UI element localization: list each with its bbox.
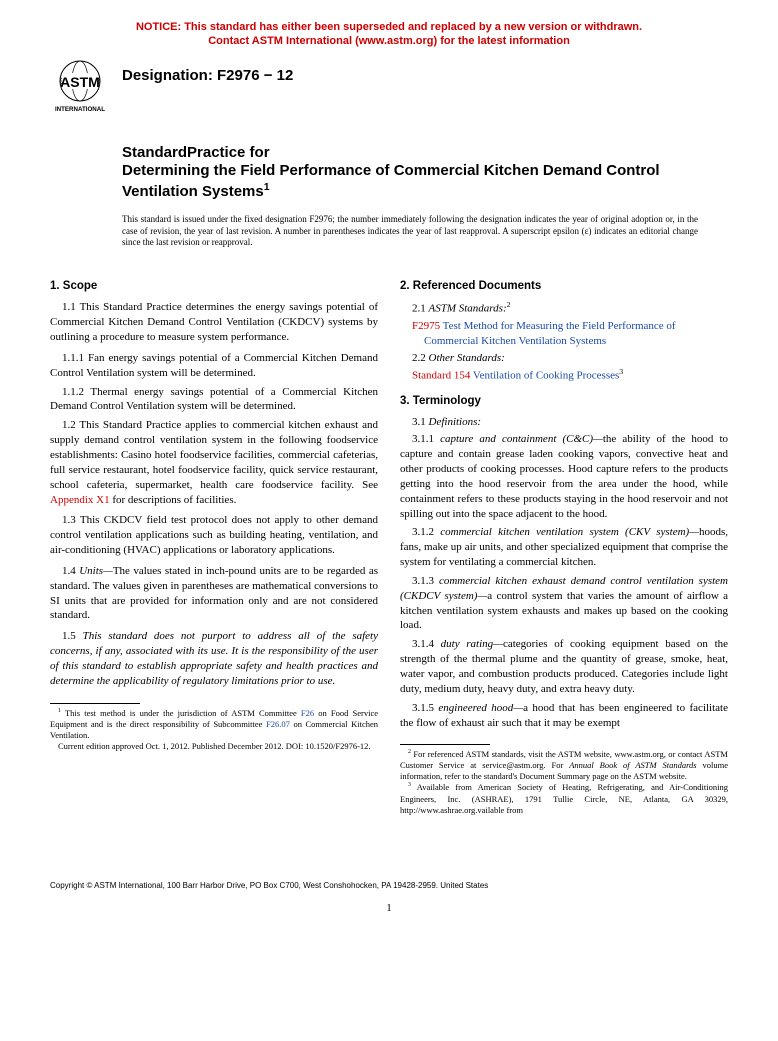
para-1-1: 1.1 This Standard Practice determines th… xyxy=(50,300,378,345)
title-block: StandardPractice for Determining the Fie… xyxy=(122,144,708,202)
left-column: 1. Scope 1.1 This Standard Practice dete… xyxy=(50,277,378,816)
std154-link[interactable]: Standard 154 xyxy=(412,370,470,382)
document-page: NOTICE: This standard has either been su… xyxy=(0,0,778,936)
appendix-link[interactable]: Appendix X1 xyxy=(50,494,110,506)
title-line2: Determining the Field Performance of Com… xyxy=(122,162,708,202)
astm-logo: ASTM INTERNATIONAL xyxy=(50,59,110,114)
page-number: 1 xyxy=(50,902,728,914)
logo-text-top: ASTM xyxy=(60,74,100,90)
footnote-1: 1 This test method is under the jurisdic… xyxy=(50,708,378,741)
notice-line2: Contact ASTM International (www.astm.org… xyxy=(208,35,570,47)
para-1-1-1: 1.1.1 Fan energy savings potential of a … xyxy=(50,351,378,381)
para-1-5: 1.5 This standard does not purport to ad… xyxy=(50,629,378,688)
def-3-1-5: 3.1.5 engineered hood—a hood that has be… xyxy=(400,701,728,731)
notice-line1: NOTICE: This standard has either been su… xyxy=(136,21,642,33)
para-1-4: 1.4 Units—The values stated in inch-poun… xyxy=(50,564,378,623)
footnote-rule-left xyxy=(50,703,140,704)
ref-f2975: F2975 Test Method for Measuring the Fiel… xyxy=(400,319,728,349)
committee-f26-link[interactable]: F26 xyxy=(301,708,314,718)
def-3-1-4: 3.1.4 duty rating—categories of cooking … xyxy=(400,637,728,696)
ref-2-2: 2.2 Other Standards: xyxy=(400,351,728,366)
f2975-title-link[interactable]: Test Method for Measuring the Field Perf… xyxy=(424,320,676,347)
footnote-1b: Current edition approved Oct. 1, 2012. P… xyxy=(50,741,378,752)
page-footer: Copyright © ASTM International, 100 Barr… xyxy=(50,881,728,914)
copyright-line: Copyright © ASTM International, 100 Barr… xyxy=(50,881,728,890)
notice-banner: NOTICE: This standard has either been su… xyxy=(50,20,728,49)
ref-docs-heading: 2. Referenced Documents xyxy=(400,279,728,295)
issue-note: This standard is issued under the fixed … xyxy=(122,214,698,249)
def-3-1: 3.1 Definitions: xyxy=(400,415,728,430)
designation-label: Designation: F2976 − 12 xyxy=(122,67,293,84)
subcommittee-link[interactable]: F26.07 xyxy=(266,719,290,729)
title-line1: StandardPractice for xyxy=(122,144,708,163)
para-1-1-2: 1.1.2 Thermal energy savings potential o… xyxy=(50,385,378,415)
footnote-3: 3 Available from American Society of Hea… xyxy=(400,782,728,815)
header-row: ASTM INTERNATIONAL Designation: F2976 − … xyxy=(50,59,728,114)
footnote-rule-right xyxy=(400,744,490,745)
def-3-1-2: 3.1.2 commercial kitchen ventilation sys… xyxy=(400,525,728,570)
ref-2-1: 2.1 ASTM Standards:2 xyxy=(400,300,728,317)
std154-title-link[interactable]: Ventilation of Cooking Processes xyxy=(470,370,619,382)
right-column: 2. Referenced Documents 2.1 ASTM Standar… xyxy=(400,277,728,816)
para-1-2: 1.2 This Standard Practice applies to co… xyxy=(50,418,378,507)
def-3-1-1: 3.1.1 capture and containment (C&C)—the … xyxy=(400,432,728,521)
ref-std154: Standard 154 Ventilation of Cooking Proc… xyxy=(400,367,728,384)
f2975-link[interactable]: F2975 xyxy=(412,320,440,332)
logo-text-bottom: INTERNATIONAL xyxy=(55,106,105,113)
footnote-2: 2 For referenced ASTM standards, visit t… xyxy=(400,749,728,782)
scope-heading: 1. Scope xyxy=(50,279,378,295)
def-3-1-3: 3.1.3 commercial kitchen exhaust demand … xyxy=(400,574,728,633)
body-columns: 1. Scope 1.1 This Standard Practice dete… xyxy=(50,277,728,816)
terminology-heading: 3. Terminology xyxy=(400,394,728,410)
para-1-3: 1.3 This CKDCV field test protocol does … xyxy=(50,513,378,558)
